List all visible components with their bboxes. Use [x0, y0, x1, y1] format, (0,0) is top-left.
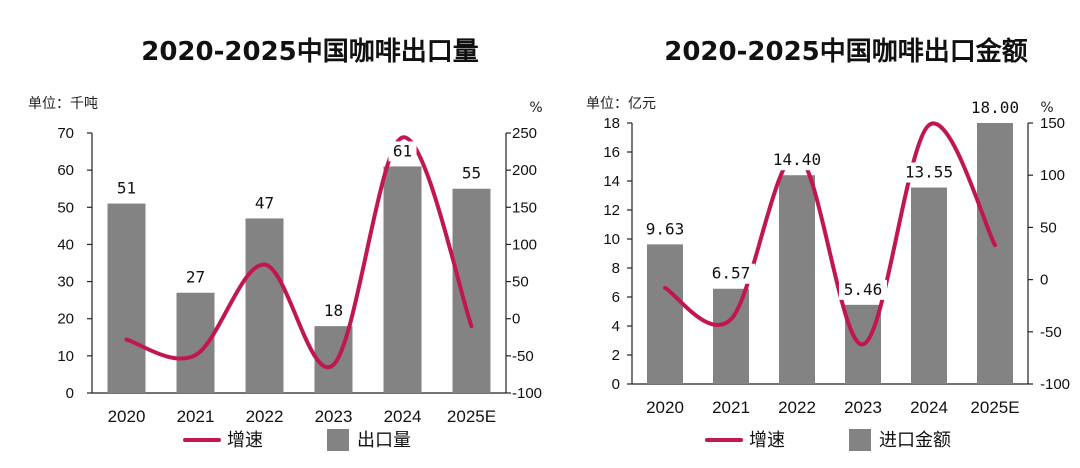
left-tick-label: 50	[57, 199, 74, 216]
bar-2020	[107, 203, 146, 393]
data-label: 47	[255, 193, 274, 212]
left-tick-label: 12	[603, 202, 620, 219]
x-tick-label: 2020	[108, 407, 146, 426]
bar-2025E	[452, 188, 491, 393]
data-label: 14.40	[773, 150, 821, 169]
x-tick-label: 2021	[712, 398, 750, 417]
data-label: 55	[462, 164, 481, 183]
right-tick-label: 50	[512, 274, 529, 291]
x-tick-label: 2023	[315, 407, 353, 426]
right-tick-label: 150	[512, 199, 537, 216]
left-tick-label: 2	[612, 347, 620, 364]
left-tick-label: 10	[57, 348, 74, 365]
right-tick-label: -100	[1040, 376, 1070, 393]
legend-label-bar: 出口量	[357, 430, 411, 451]
data-label: 51	[117, 179, 136, 198]
bar-2024	[383, 166, 422, 393]
right-axis-unit: %	[1040, 100, 1053, 116]
data-label: 13.55	[905, 163, 953, 182]
data-label: 27	[186, 268, 205, 287]
x-tick-label: 2022	[246, 407, 284, 426]
right-tick-label: -100	[512, 385, 542, 402]
right-axis-unit: %	[529, 100, 542, 116]
left-tick-label: 60	[57, 162, 74, 179]
data-label-bg	[966, 98, 1024, 118]
left-tick-label: 10	[603, 231, 620, 248]
right-tick-label: 150	[1040, 115, 1065, 132]
left-axis-unit: 单位：亿元	[586, 96, 656, 112]
right-tick-label: 100	[512, 236, 537, 253]
x-tick-label: 2025E	[970, 398, 1019, 417]
data-label-bg	[641, 219, 689, 240]
data-label-bg	[839, 279, 887, 300]
right-tick-label: 200	[512, 162, 537, 179]
legend-label-growth: 增速	[749, 430, 785, 451]
left-tick-label: 30	[57, 274, 74, 291]
right-tick-label: 0	[512, 311, 520, 328]
data-label-bg	[707, 263, 755, 284]
bar-2025E	[977, 123, 1013, 384]
data-label: 18.00	[971, 98, 1019, 117]
right-tick-label: 100	[1040, 167, 1065, 184]
growth-line	[663, 121, 997, 347]
right-tick-label: -50	[512, 348, 534, 365]
right-tick-label: -50	[1040, 324, 1062, 341]
data-label: 61	[393, 141, 412, 160]
data-label-bg	[319, 301, 348, 322]
bar-2020	[647, 244, 683, 384]
left-tick-label: 16	[603, 144, 620, 161]
right-tick-label: 50	[1040, 219, 1057, 236]
data-label: 18	[324, 301, 343, 320]
bar-2022	[779, 175, 815, 384]
x-tick-label: 2021	[177, 407, 215, 426]
left-tick-label: 18	[603, 115, 620, 132]
legend-label-bar: 进口金额	[879, 430, 951, 451]
bar-2024	[911, 187, 947, 384]
data-label-bg	[112, 178, 141, 199]
legend-label-growth: 增速	[227, 430, 263, 451]
legend-bar-swatch	[327, 429, 349, 451]
chart-title: 2020-2025中国咖啡出口金额	[664, 36, 1028, 67]
x-tick-label: 2024	[384, 407, 422, 426]
data-label: 6.57	[712, 264, 751, 283]
left-tick-label: 20	[57, 311, 74, 328]
x-tick-label: 2023	[844, 398, 882, 417]
growth-line	[124, 135, 474, 370]
right-tick-label: 250	[512, 125, 537, 142]
data-label: 9.63	[646, 219, 685, 238]
left-tick-label: 14	[603, 173, 620, 190]
x-tick-label: 2025E	[447, 407, 496, 426]
x-tick-label: 2022	[778, 398, 816, 417]
left-tick-label: 0	[66, 385, 74, 402]
right-tick-label: 0	[1040, 272, 1048, 289]
data-label-bg	[250, 193, 279, 214]
left-tick-label: 40	[57, 236, 74, 253]
x-tick-label: 2020	[646, 398, 684, 417]
data-label-bg	[181, 267, 210, 288]
data-label-bg	[457, 163, 486, 184]
left-tick-label: 6	[612, 289, 620, 306]
left-axis-unit: 单位：千吨	[28, 96, 98, 112]
bar-2021	[713, 288, 749, 384]
bar-2022	[245, 218, 284, 393]
data-label: 5.46	[844, 280, 883, 299]
data-label-bg	[768, 150, 826, 171]
x-tick-label: 2024	[910, 398, 948, 417]
left-tick-label: 0	[612, 376, 620, 393]
left-tick-label: 8	[612, 260, 620, 277]
legend-bar-swatch	[849, 429, 871, 451]
data-label-bg	[388, 141, 417, 162]
chart-title: 2020-2025中国咖啡出口量	[141, 37, 479, 67]
data-label-bg	[900, 162, 958, 183]
left-tick-label: 4	[612, 318, 620, 335]
left-tick-label: 70	[57, 125, 74, 142]
